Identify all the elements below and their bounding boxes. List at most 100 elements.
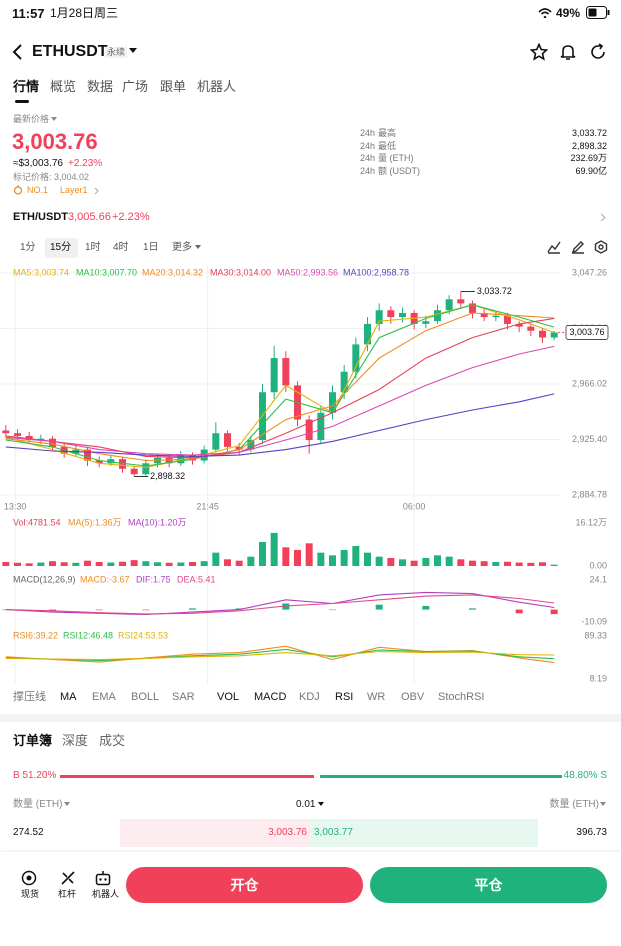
rsi-line: [5, 648, 555, 662]
chevron[interactable]: [600, 213, 606, 222]
candle-body: [469, 303, 476, 313]
orderbook-tab[interactable]: 订单簿: [13, 733, 53, 748]
interval[interactable]: 1日: [143, 242, 159, 253]
dropdown-arrow[interactable]: [129, 48, 137, 54]
nav-label[interactable]: 机器人: [92, 889, 120, 899]
rank[interactable]: NO.1: [27, 185, 49, 195]
tab[interactable]: 跟单: [160, 79, 187, 94]
share-icon[interactable]: [589, 43, 607, 61]
pair-price: 3,005.66: [68, 211, 111, 223]
price-change: +2.23%: [68, 158, 103, 169]
volume-bar: [340, 549, 348, 566]
indicator-tab[interactable]: EMA: [92, 691, 116, 703]
interval[interactable]: 1分: [20, 242, 36, 253]
interval[interactable]: 15分: [50, 242, 72, 253]
rank-icon: [13, 185, 23, 195]
settings-icon[interactable]: [594, 240, 608, 254]
y-tick-label: 3,047.26: [572, 267, 607, 277]
orderbook-tab[interactable]: 深度: [62, 733, 89, 748]
qty-header: 数量 (ETH): [13, 799, 63, 810]
candle-body: [142, 463, 150, 475]
dropdown-arrow: [600, 802, 606, 806]
macd-bar: [329, 609, 336, 611]
candle-body: [480, 312, 488, 318]
tab[interactable]: 广场: [122, 79, 149, 94]
candle-body: [84, 449, 91, 461]
ma-line: [5, 345, 555, 456]
legend-item: Vol:4781.54: [13, 517, 61, 527]
stat-value: 3,033.72: [571, 128, 607, 138]
interval[interactable]: 4时: [113, 242, 129, 253]
contract-badge: 永续: [105, 47, 128, 58]
legend-item: MA20:3,014.32: [142, 267, 203, 277]
indicator-tab[interactable]: OBV: [401, 691, 425, 703]
volume-bar: [504, 561, 511, 566]
stat-name: 额 (USDT): [378, 165, 420, 176]
bid-depth: [120, 819, 310, 847]
candle-body: [212, 433, 220, 450]
dropdown-arrow: [51, 117, 57, 121]
stat-value: 69.90亿: [575, 165, 607, 176]
volume-bar: [434, 555, 441, 566]
indicator-tab[interactable]: RSI: [335, 691, 354, 703]
open-button[interactable]: 开仓: [126, 867, 363, 903]
nav-label[interactable]: 现货: [21, 889, 40, 899]
macd-bar: [550, 609, 558, 615]
indicator-icon[interactable]: [547, 240, 561, 254]
candle-body: [270, 358, 278, 393]
macd-bar: [142, 609, 150, 611]
volume-bar: [247, 556, 255, 566]
sector[interactable]: Layer1: [60, 185, 88, 195]
volume-bar: [527, 562, 535, 566]
bot-icon[interactable]: [95, 870, 111, 886]
indicator-tab[interactable]: WR: [367, 691, 386, 703]
macd-bar: [422, 605, 430, 610]
tab[interactable]: 数据: [87, 79, 114, 94]
chevron: [94, 187, 99, 195]
orderbook-tab[interactable]: 成交: [99, 733, 126, 748]
indicator-tab[interactable]: KDJ: [299, 691, 320, 703]
pair-symbol[interactable]: ETH/USDT: [13, 211, 68, 223]
battery-level: 49%: [556, 6, 581, 20]
indicator-tab[interactable]: SAR: [172, 691, 195, 703]
sell-ratio: 48.80% S: [563, 770, 607, 781]
nav-label[interactable]: 杠杆: [58, 889, 77, 899]
volume-bar: [364, 552, 371, 566]
tab[interactable]: 行情: [13, 79, 40, 94]
indicator-tab[interactable]: 撑压线: [13, 691, 46, 703]
section-divider: [0, 714, 621, 722]
alert-icon[interactable]: [559, 43, 577, 61]
last-price-label: 3,003.76: [569, 327, 604, 337]
symbol[interactable]: ETHUSDT: [32, 43, 108, 60]
draw-icon[interactable]: [571, 240, 585, 254]
y-tick-label: -10.09: [581, 616, 607, 626]
stat-period: 24h: [360, 153, 376, 163]
favorite-icon[interactable]: [530, 43, 548, 61]
tab[interactable]: 概览: [50, 79, 77, 94]
candle-body: [317, 412, 325, 441]
price-label[interactable]: 最新价格: [13, 114, 50, 124]
candle-body: [364, 323, 371, 345]
indicator-tab[interactable]: VOL: [217, 691, 240, 703]
indicator-tab[interactable]: StochRSI: [438, 691, 485, 703]
interval[interactable]: 更多: [172, 242, 192, 253]
interval[interactable]: 1时: [85, 242, 101, 253]
leverage-icon[interactable]: [60, 870, 76, 886]
candle-body: [399, 312, 406, 318]
volume-bar: [95, 561, 103, 566]
indicator-tab[interactable]: MA: [60, 691, 77, 703]
spot-icon[interactable]: [21, 870, 37, 886]
tab[interactable]: 机器人: [197, 79, 237, 94]
indicator-tab[interactable]: BOLL: [131, 691, 160, 703]
price-step[interactable]: 0.01: [296, 799, 316, 810]
close-button[interactable]: 平仓: [370, 867, 607, 903]
legend-item: MACD:-3.67: [80, 574, 130, 584]
indicator-tab[interactable]: MACD: [254, 691, 287, 703]
legend-item: RSI6:39.22: [13, 630, 58, 640]
back-button[interactable]: [12, 44, 24, 60]
macd-bar: [375, 604, 383, 610]
volume-bar: [49, 561, 56, 566]
macd-bar: [469, 608, 476, 610]
